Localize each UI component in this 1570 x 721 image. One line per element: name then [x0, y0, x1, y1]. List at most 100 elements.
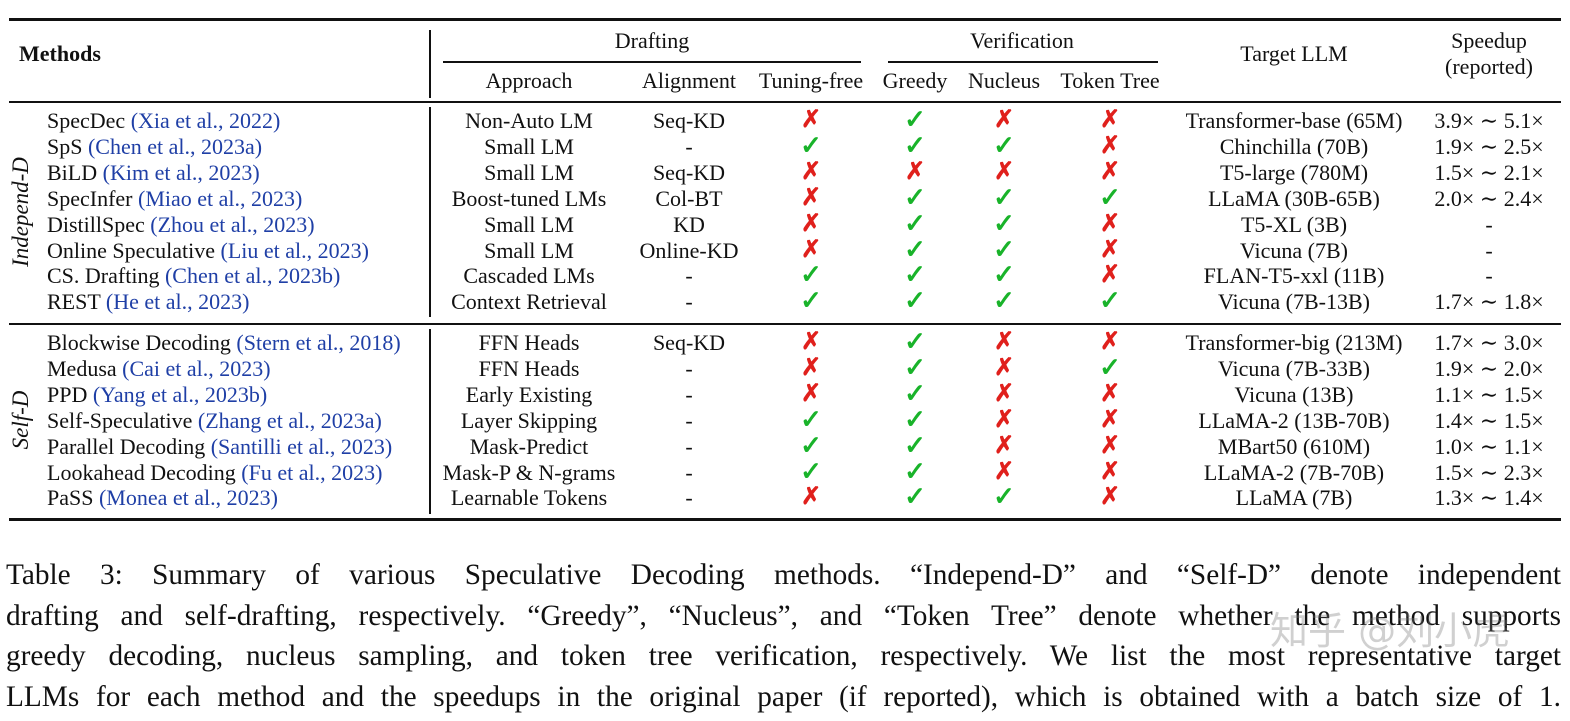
citation-link[interactable]: (He et al., 2023) [105, 289, 250, 315]
header-alignment: Alignment [641, 68, 737, 93]
alignment-cell: - [685, 263, 693, 289]
cross-icon: ✗ [1099, 484, 1121, 511]
citation-link[interactable]: (Liu et al., 2023) [220, 237, 369, 263]
method-label: BiLD [47, 159, 103, 185]
check-icon: ✓ [904, 105, 926, 134]
check-icon: ✓ [904, 482, 926, 512]
method-name: Blockwise Decoding (Stern et al., 2018) [47, 330, 401, 356]
cross-icon: ✗ [993, 380, 1015, 407]
target-cell: Vicuna (7B-33B) [1217, 355, 1371, 381]
citation-link[interactable]: (Zhang et al., 2023a) [197, 407, 382, 433]
check-icon: ✓ [904, 352, 926, 382]
cross-icon: ✗ [1099, 107, 1121, 133]
header-verification: Verification [970, 28, 1074, 53]
citation-link[interactable]: (Fu et al., 2023) [241, 459, 383, 485]
check-icon: ✓ [904, 327, 926, 356]
cross-icon: ✗ [993, 432, 1015, 459]
check-icon: ✓ [993, 260, 1015, 290]
citation-link[interactable]: (Stern et al., 2018) [236, 330, 401, 355]
alignment-cell: Seq-KD [652, 330, 726, 355]
cross-icon: ✗ [800, 236, 822, 263]
citation-link[interactable]: (Kim et al., 2023) [102, 159, 260, 185]
citation-link[interactable]: (Santilli et al., 2023) [210, 433, 393, 459]
cross-icon: ✗ [1099, 432, 1121, 459]
table-caption: Table 3: Summary of various Speculative … [6, 555, 1561, 717]
cross-icon: ✗ [1099, 210, 1121, 237]
citation-link[interactable]: (Zhou et al., 2023) [150, 211, 315, 237]
header-speedup: Speedup [1451, 28, 1527, 53]
approach-cell: FFN Heads [478, 330, 580, 355]
caption-line-1: Table 3: Summary of various Speculative … [6, 559, 1561, 591]
caption-line-4: LLMs for each method and the speedups in… [6, 680, 1561, 713]
approach-cell: Small LM [484, 211, 574, 237]
method-name: Online Speculative (Liu et al., 2023) [47, 238, 369, 264]
approach-cell: Layer Skipping [460, 407, 598, 433]
check-icon: ✓ [1099, 352, 1121, 382]
method-label: Self-Speculative [47, 407, 198, 433]
method-name: Medusa (Cai et al., 2023) [47, 356, 271, 382]
check-icon: ✓ [800, 286, 822, 316]
drafting-cmidrule [443, 61, 861, 63]
alignment-cell: - [685, 407, 693, 433]
target-cell: LLaMA-2 (7B-70B) [1203, 459, 1385, 485]
cross-icon: ✗ [800, 380, 822, 407]
check-icon: ✓ [904, 208, 926, 238]
citation-link[interactable]: (Chen et al., 2023a) [87, 133, 263, 159]
table-top-rule [9, 18, 1561, 21]
speedup-cell: 1.1× ∼ 1.5× [1434, 381, 1544, 407]
cross-icon: ✗ [993, 329, 1015, 355]
header-token-tree: Token Tree [1060, 68, 1160, 93]
citation-link[interactable]: (Miao et al., 2023) [138, 185, 303, 211]
alignment-cell: - [685, 289, 693, 315]
alignment-cell: - [685, 133, 693, 159]
method-label: Blockwise Decoding [47, 330, 237, 355]
cross-icon: ✗ [1099, 329, 1121, 355]
alignment-cell: - [685, 433, 693, 459]
cross-icon: ✗ [993, 107, 1015, 133]
target-cell: MBart50 (610M) [1217, 433, 1371, 459]
header-speedup-reported: (reported) [1445, 54, 1533, 79]
target-cell: LLaMA (30B-65B) [1208, 185, 1380, 211]
target-cell: Vicuna (13B) [1234, 381, 1354, 407]
check-icon: ✓ [800, 130, 822, 160]
citation-link[interactable]: (Xia et al., 2022) [130, 108, 281, 133]
method-label: PaSS [47, 485, 99, 511]
alignment-cell: - [685, 355, 693, 381]
method-label: CS. Drafting [47, 263, 165, 289]
citation-link[interactable]: (Monea et al., 2023) [98, 485, 278, 511]
citation-link[interactable]: (Cai et al., 2023) [122, 355, 271, 381]
cross-icon: ✗ [904, 158, 926, 185]
method-name: REST (He et al., 2023) [47, 289, 249, 315]
citation-link[interactable]: (Yang et al., 2023b) [92, 381, 268, 407]
check-icon: ✓ [904, 286, 926, 316]
approach-cell: Mask-P & N-grams [442, 459, 616, 485]
target-cell: Transformer-base (65M) [1185, 108, 1403, 133]
check-icon: ✓ [904, 234, 926, 264]
group-label-independ-d: Independ-D [8, 157, 33, 267]
speedup-cell: 1.5× ∼ 2.1× [1434, 159, 1544, 185]
approach-cell: Context Retrieval [451, 289, 607, 315]
header-approach: Approach [485, 68, 573, 93]
cross-icon: ✗ [800, 158, 822, 185]
speedup-cell: 1.9× ∼ 2.5× [1434, 133, 1544, 159]
target-cell: T5-large (780M) [1219, 159, 1369, 185]
method-label: Lookahead Decoding [47, 459, 242, 485]
approach-cell: Boost-tuned LMs [451, 185, 607, 211]
alignment-cell: Online-KD [639, 237, 739, 263]
watermark: 知乎 @刘小虎 [1270, 609, 1511, 653]
method-label: SpS [47, 133, 88, 159]
header-greedy: Greedy [882, 68, 948, 93]
check-icon: ✓ [904, 182, 926, 212]
check-icon: ✓ [904, 404, 926, 434]
check-icon: ✓ [904, 378, 926, 408]
header-methods: Methods [19, 41, 101, 66]
cross-icon: ✗ [800, 107, 822, 133]
check-icon: ✓ [904, 456, 926, 486]
approach-cell: Small LM [484, 133, 574, 159]
check-icon: ✓ [904, 260, 926, 290]
approach-cell: Non-Auto LM [465, 108, 593, 133]
citation-link[interactable]: (Chen et al., 2023b) [164, 263, 341, 289]
alignment-cell: - [685, 381, 693, 407]
cross-icon: ✗ [993, 458, 1015, 485]
speedup-cell: - [1485, 263, 1493, 289]
